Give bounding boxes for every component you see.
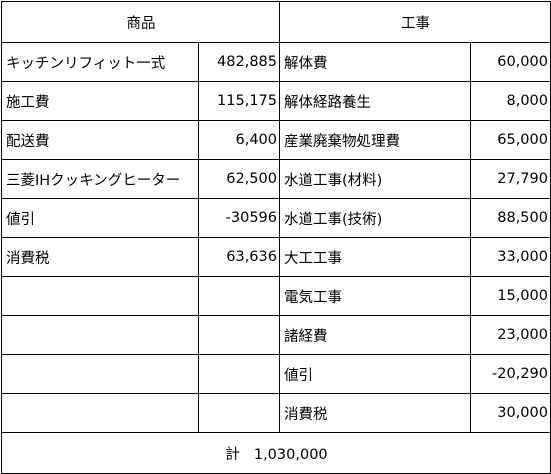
goods-amount-cell: -30596	[198, 198, 280, 238]
total-label: 計	[225, 446, 240, 463]
header-row: 商品 工事	[1, 1, 551, 43]
goods-amount-cell	[198, 354, 280, 394]
goods-amount-cell: 6,400	[198, 120, 280, 160]
work-item-cell: 電気工事	[279, 276, 471, 316]
goods-item-cell: 施工費	[1, 81, 199, 121]
table-row: 消費税 63,636 大工工事 33,000	[1, 237, 551, 277]
table-row: 配送費 6,400 産業廃棄物処理費 65,000	[1, 120, 551, 160]
total-row: 計 1,030,000	[1, 432, 551, 474]
goods-item-cell	[1, 315, 199, 355]
table-row: 施工費 115,175 解体経路養生 8,000	[1, 81, 551, 121]
goods-item-cell	[1, 393, 199, 433]
work-amount-cell: 8,000	[470, 81, 551, 121]
table-row: 電気工事 15,000	[1, 276, 551, 316]
table-row: 値引 -30596 水道工事(技術) 88,500	[1, 198, 551, 238]
work-amount-cell: 33,000	[470, 237, 551, 277]
goods-item-cell: 値引	[1, 198, 199, 238]
work-amount-cell: 30,000	[470, 393, 551, 433]
total-value: 1,030,000	[253, 446, 328, 463]
construction-header: 工事	[279, 1, 551, 43]
goods-amount-cell: 115,175	[198, 81, 280, 121]
goods-item-cell: 配送費	[1, 120, 199, 160]
work-item-cell: 水道工事(材料)	[279, 159, 471, 199]
goods-item-cell	[1, 354, 199, 394]
table-row: 諸経費 23,000	[1, 315, 551, 355]
work-item-cell: 解体費	[279, 42, 471, 82]
work-item-cell: 消費税	[279, 393, 471, 433]
work-amount-cell: 23,000	[470, 315, 551, 355]
goods-header: 商品	[1, 1, 280, 43]
work-item-cell: 産業廃棄物処理費	[279, 120, 471, 160]
table-row: 三菱IHクッキングヒーター 62,500 水道工事(材料) 27,790	[1, 159, 551, 199]
work-amount-cell: 60,000	[470, 42, 551, 82]
work-amount-cell: 15,000	[470, 276, 551, 316]
goods-item-cell: 三菱IHクッキングヒーター	[1, 159, 199, 199]
work-item-cell: 水道工事(技術)	[279, 198, 471, 238]
goods-amount-cell	[198, 393, 280, 433]
goods-item-cell: キッチンリフィット一式	[1, 42, 199, 82]
goods-amount-cell: 63,636	[198, 237, 280, 277]
total-cell: 計 1,030,000	[1, 432, 551, 474]
work-amount-cell: 88,500	[470, 198, 551, 238]
work-item-cell: 解体経路養生	[279, 81, 471, 121]
work-item-cell: 諸経費	[279, 315, 471, 355]
goods-amount-cell	[198, 276, 280, 316]
table-row: 値引 -20,290	[1, 354, 551, 394]
goods-item-cell	[1, 276, 199, 316]
work-item-cell: 大工工事	[279, 237, 471, 277]
goods-amount-cell: 482,885	[198, 42, 280, 82]
table-row: 消費税 30,000	[1, 393, 551, 433]
work-amount-cell: 65,000	[470, 120, 551, 160]
work-amount-cell: -20,290	[470, 354, 551, 394]
goods-amount-cell: 62,500	[198, 159, 280, 199]
goods-item-cell: 消費税	[1, 237, 199, 277]
goods-amount-cell	[198, 315, 280, 355]
table-row: キッチンリフィット一式 482,885 解体費 60,000	[1, 42, 551, 82]
work-amount-cell: 27,790	[470, 159, 551, 199]
work-item-cell: 値引	[279, 354, 471, 394]
